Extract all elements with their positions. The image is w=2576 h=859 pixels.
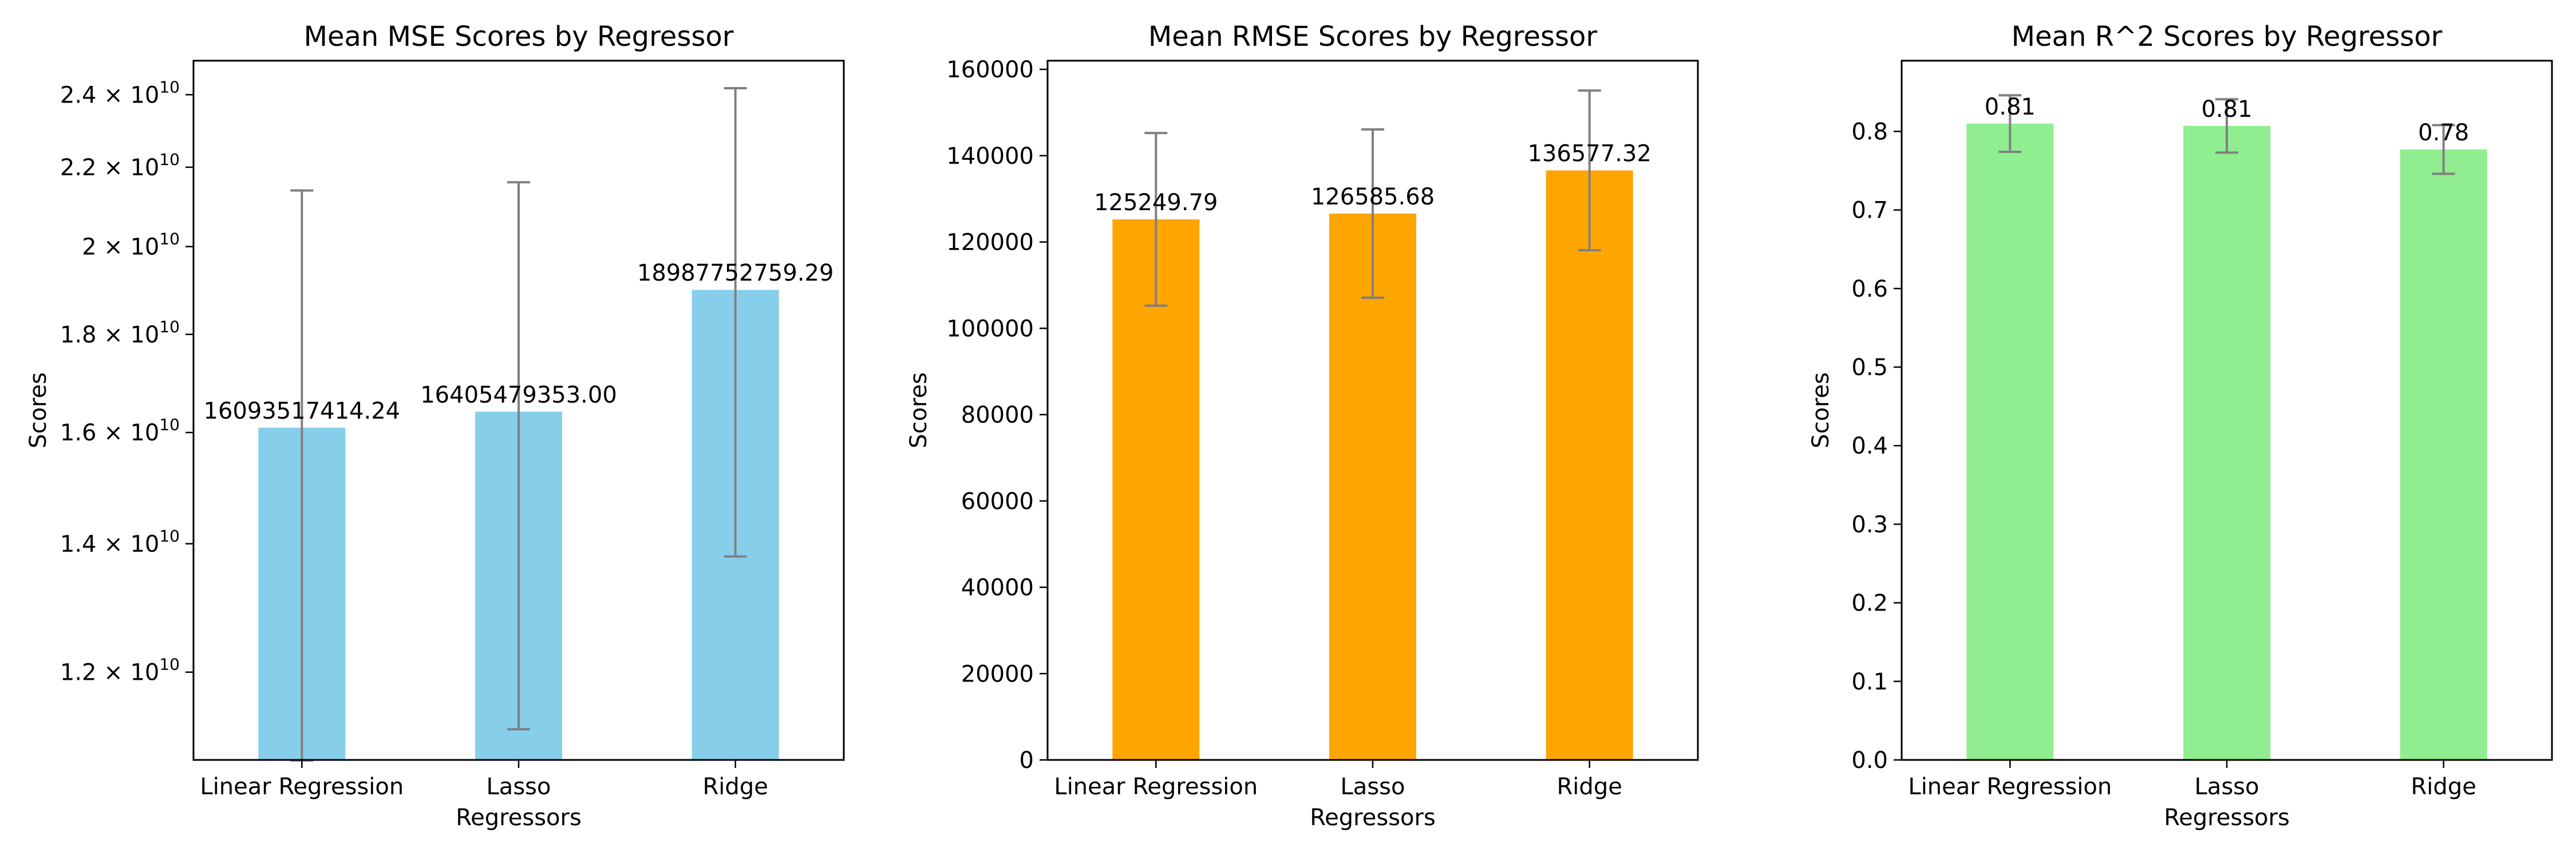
data-label: 0.81 — [1985, 94, 2036, 120]
data-label: 136577.32 — [1528, 141, 1652, 167]
y-tick-label: 0 — [1020, 747, 1034, 774]
bar-linear-regression — [1112, 219, 1200, 761]
error-bar — [2215, 98, 2238, 154]
chart-title: Mean R^2 Scores by Regressor — [2012, 21, 2443, 53]
y-tick-label: 0.7 — [1851, 198, 1888, 224]
error-bar — [1578, 89, 1601, 252]
y-axis-label: Scores — [1808, 372, 1834, 448]
y-tick-label: 1.4 × 1010 — [60, 526, 180, 557]
error-bar — [724, 87, 747, 558]
data-label: 125249.79 — [1094, 190, 1218, 216]
y-tick-label: 20000 — [961, 661, 1034, 687]
x-tick-label: Linear Regression — [1908, 774, 2112, 800]
y-tick-label: 0.6 — [1851, 276, 1888, 302]
y-tick-label: 2.2 × 1010 — [60, 150, 180, 181]
data-label: 18987752759.29 — [637, 260, 834, 286]
y-tick-label: 0.0 — [1851, 747, 1888, 774]
y-tick-label: 1.8 × 1010 — [60, 317, 180, 348]
chart-r2: Mean R^2 Scores by Regressor Regressors … — [1808, 21, 2553, 831]
bar-lasso — [1329, 213, 1416, 760]
y-tick-label: 140000 — [946, 143, 1034, 170]
data-label: 126585.68 — [1311, 184, 1435, 210]
y-tick-label: 0.2 — [1851, 590, 1888, 617]
y-axis-label: Scores — [906, 372, 932, 448]
x-tick-label: Linear Regression — [1054, 774, 1258, 800]
y-tick-label: 0.3 — [1851, 511, 1888, 538]
y-tick-label: 0.8 — [1851, 119, 1888, 145]
y-tick-label: 80000 — [961, 402, 1034, 428]
x-tick-label: Ridge — [1557, 774, 1622, 800]
y-tick-label: 0.4 — [1851, 433, 1888, 459]
y-tick-label: 2.4 × 1010 — [60, 77, 180, 108]
x-axis-label: Regressors — [456, 805, 582, 831]
y-tick-label: 1.2 × 1010 — [60, 655, 180, 686]
bar-ridge — [2400, 149, 2487, 760]
chart-title: Mean RMSE Scores by Regressor — [1148, 21, 1597, 53]
error-bar — [1361, 128, 1384, 299]
x-tick-label: Ridge — [2411, 774, 2476, 800]
bar-lasso — [2183, 125, 2270, 761]
x-tick-label: Linear Regression — [200, 774, 404, 800]
data-label: 16405479353.00 — [420, 382, 617, 408]
y-tick-label: 0.5 — [1851, 354, 1888, 381]
x-tick-label: Lasso — [1341, 774, 1405, 800]
error-bar — [507, 181, 530, 731]
data-label: 16093517414.24 — [204, 398, 401, 424]
y-tick-label: 0.1 — [1851, 669, 1888, 695]
error-bar — [1998, 94, 2022, 153]
y-tick-label: 60000 — [961, 488, 1034, 515]
x-tick-label: Lasso — [2195, 774, 2259, 800]
x-axis-label: Regressors — [2164, 805, 2290, 831]
x-tick-label: Ridge — [703, 774, 768, 800]
chart-title: Mean MSE Scores by Regressor — [304, 21, 734, 53]
bar-linear-regression — [1966, 123, 2054, 760]
y-tick-label: 160000 — [946, 57, 1034, 83]
error-bar — [1144, 132, 1168, 307]
bar-ridge — [1546, 170, 1633, 760]
error-bar — [2432, 124, 2455, 175]
y-tick-label: 1.6 × 1010 — [60, 415, 180, 446]
y-tick-label: 2 × 1010 — [82, 230, 180, 261]
chart-mse: Mean MSE Scores by Regressor Regressors … — [25, 21, 845, 831]
x-axis-label: Regressors — [1310, 805, 1436, 831]
data-label: 0.81 — [2201, 96, 2252, 123]
y-tick-label: 100000 — [946, 316, 1034, 342]
y-tick-label: 120000 — [946, 230, 1034, 256]
x-tick-label: Lasso — [487, 774, 551, 800]
y-axis-label: Scores — [25, 372, 52, 448]
data-label: 0.78 — [2418, 120, 2469, 146]
chart-rmse: Mean RMSE Scores by Regressor Regressors… — [906, 21, 1699, 831]
y-tick-label: 40000 — [961, 575, 1034, 601]
